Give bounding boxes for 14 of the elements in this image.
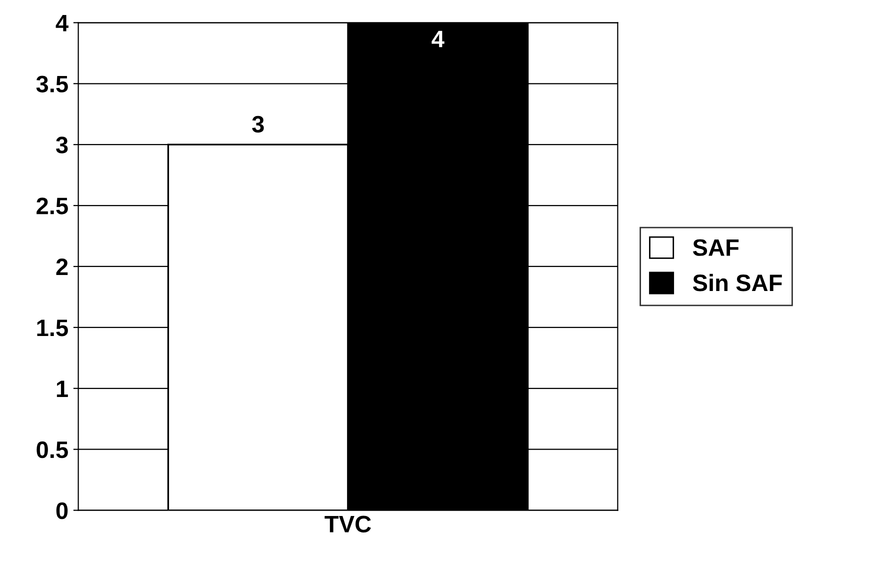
- legend-label: SAF: [692, 239, 739, 256]
- y-tick-label: 2: [56, 258, 68, 276]
- x-tick-label: TVC: [324, 516, 371, 533]
- y-tick-label: 3: [56, 136, 68, 154]
- data-label: 3: [252, 116, 264, 133]
- y-tick-label: 1: [56, 380, 68, 397]
- y-tick-label: 3.5: [36, 76, 68, 92]
- data-label: 4: [432, 30, 444, 48]
- y-tick-label: 0: [56, 502, 68, 520]
- y-tick-label: 4: [56, 14, 68, 32]
- y-tick-label: 2.5: [36, 198, 68, 214]
- y-tick-label: 0.5: [36, 441, 68, 458]
- legend-label: Sin SAF: [692, 274, 782, 292]
- y-tick-label: 1.5: [37, 320, 68, 336]
